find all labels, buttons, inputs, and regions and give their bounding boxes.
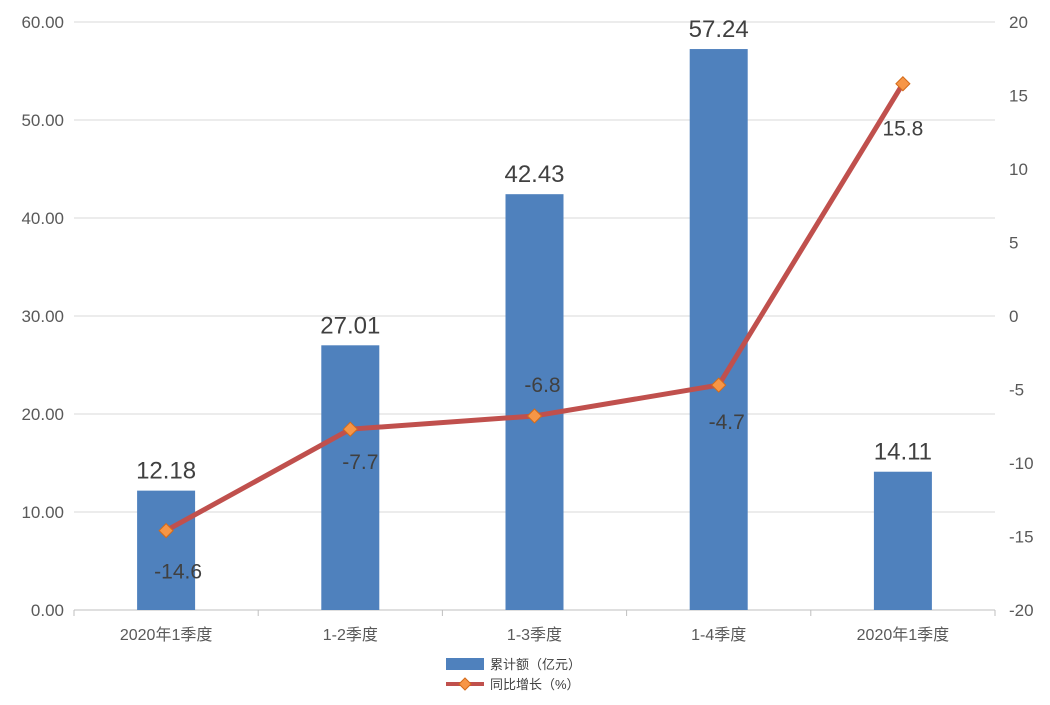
- y-right-tick-label: 10: [1009, 160, 1028, 179]
- bar-data-label: 42.43: [504, 161, 564, 188]
- line-data-label: -4.7: [709, 411, 745, 434]
- y-right-tick-label: -10: [1009, 454, 1034, 473]
- line-data-label: 15.8: [882, 118, 923, 141]
- bar-series: [137, 49, 932, 611]
- line-data-label: -7.7: [342, 451, 378, 474]
- x-tick-label: 1-2季度: [323, 626, 378, 644]
- line-series: [158, 76, 911, 539]
- line-point-marker: [710, 377, 727, 393]
- y-left-tick-label: 30.00: [21, 307, 64, 326]
- bar-data-label: 27.01: [320, 312, 380, 339]
- y-right-tick-label: 0: [1009, 307, 1018, 326]
- y-right-tick-label: -15: [1009, 528, 1034, 547]
- x-tick-label: 2020年1季度: [857, 626, 950, 644]
- line-point-marker: [342, 421, 359, 437]
- legend-bar-swatch: [446, 658, 484, 670]
- y-left-tick-label: 50.00: [21, 111, 64, 130]
- line-point-marker: [526, 408, 543, 424]
- bar: [321, 345, 380, 610]
- bar: [137, 490, 196, 610]
- y-left-tick-label: 20.00: [21, 405, 64, 424]
- bar: [689, 49, 748, 611]
- x-tick-label: 1-4季度: [691, 626, 746, 644]
- y-right-tick-label: -5: [1009, 381, 1024, 400]
- legend-bar-label: 累计额（亿元）: [490, 657, 581, 672]
- line-data-label: -14.6: [154, 561, 202, 584]
- y-right-tick-label: 5: [1009, 234, 1018, 253]
- line-point-marker: [895, 76, 911, 92]
- y-left-tick-label: 60.00: [21, 13, 64, 32]
- legend-line-label: 同比增长（%）: [490, 677, 580, 692]
- y-right-tick-label: 15: [1009, 87, 1028, 106]
- data-labels: 12.18 27.01 42.43 57.24 14.11 -14.6 -7.7 -6.8 -4…: [136, 16, 932, 584]
- y-left-tick-label: 10.00: [21, 503, 64, 522]
- x-tick-label: 2020年1季度: [120, 626, 213, 644]
- line-point-marker: [158, 522, 174, 539]
- line-data-label: -6.8: [524, 374, 560, 397]
- y-left-tick-label: 40.00: [21, 209, 64, 228]
- y-left-tick-label: 0.00: [31, 601, 64, 620]
- y-right-tick-label: 20: [1009, 13, 1028, 32]
- bar-data-label: 57.24: [689, 16, 749, 43]
- bar: [505, 194, 564, 610]
- legend: 累计额（亿元） 同比增长（%）: [446, 657, 581, 692]
- y-right-tick-label: -20: [1009, 601, 1034, 620]
- x-tick-label: 1-3季度: [507, 626, 562, 644]
- bar: [873, 471, 932, 610]
- legend-line-marker: [458, 677, 472, 691]
- bar-data-label: 12.18: [136, 458, 196, 485]
- bar-data-label: 14.11: [874, 439, 932, 466]
